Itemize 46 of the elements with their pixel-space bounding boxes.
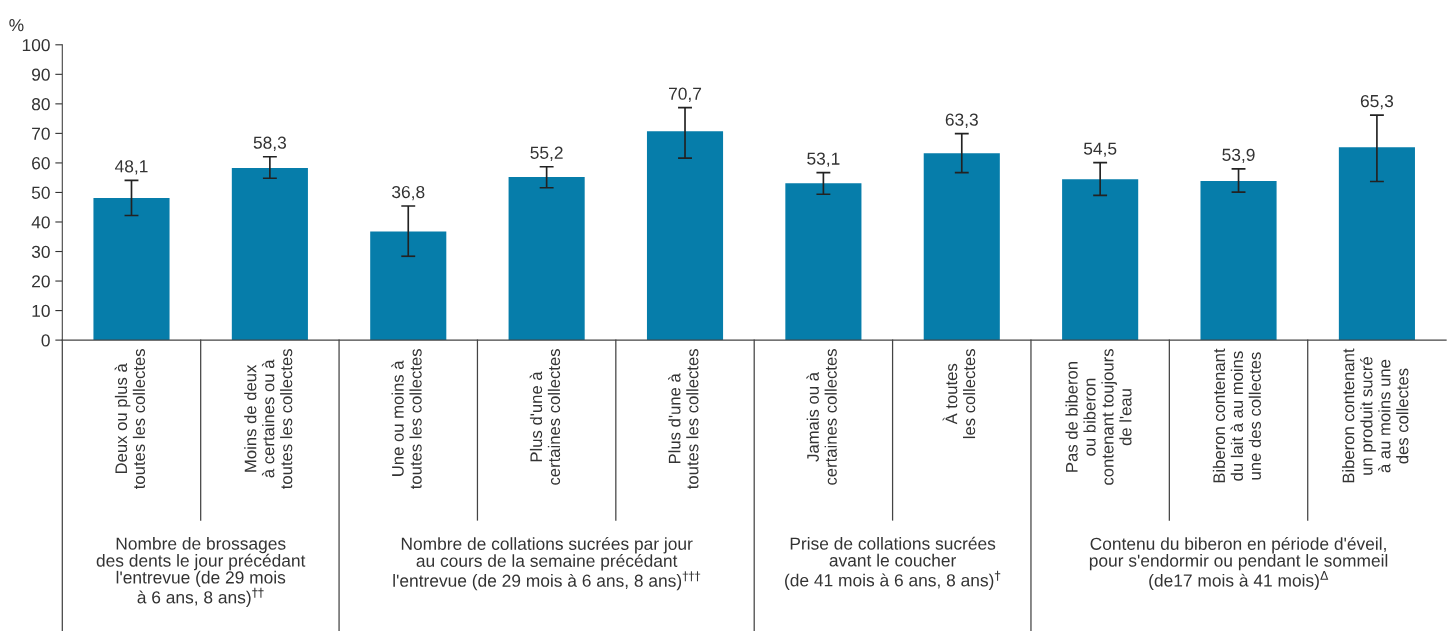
x-tick-label: Pas de biberon ou biberon contenant toujours de l'eau [1065,349,1132,485]
text: Prise de collations sucrées avant le coucher (de 41 mois à 6 ans, 8 ans)$^{†}$ [785,536,1001,590]
text: Nombre de collations sucrées par jour au cours de la semaine précédant l'entrevue (de 29 mois à 6 ans, 8 ans)$^{†††}$ [393,537,701,591]
data-label: 53,9 [1222,148,1255,164]
x-tick-label: Plus d'une à toutes les collectes [668,349,699,489]
x-tick-label: Deux ou plus à toutes les collectes [114,349,146,489]
y-tick-label: 80 [31,98,50,111]
y-tick-label: 30 [31,245,50,258]
y-axis-title: % [9,19,24,32]
data-label: 58,3 [253,136,287,151]
bar [923,153,1000,341]
text: Contenu du biberon en période d'éveil, pour s'endormir ou pendant le sommeil (de17 mois à 41 mois)$^{Δ}$ [1089,537,1388,591]
data-label: 36,8 [392,185,425,201]
bar [785,183,862,341]
x-tick-label: Moins de deux à certaines ou à toutes les collectes [244,349,293,489]
x-tick-label: Plus d'une à certaines collectes [529,349,561,485]
x-tick-label: Jamais ou à certaines collectes [806,349,837,485]
x-tick-label: Une ou moins à toutes les collectes [391,349,422,489]
y-tick-label: 10 [32,304,50,318]
data-label: 70,7 [669,87,702,102]
y-tick-label: 50 [31,186,50,199]
data-label: 65,3 [1360,94,1394,110]
x-tick-label: Biberon contenant un produit sucré à au moins une des collectes [1342,348,1409,483]
data-label: 63,3 [945,113,978,128]
y-tick-label: 20 [32,275,50,288]
bar [231,167,308,341]
y-tick-label: 90 [32,68,50,81]
bar [1200,180,1277,341]
y-tick-label: 100 [22,38,50,52]
data-label: 48,1 [115,160,148,175]
data-label: 53,1 [807,152,840,167]
y-tick-label: 70 [32,127,50,140]
data-label: 55,2 [530,146,563,161]
bar [508,177,585,341]
bar [93,198,170,341]
x-tick-label: À toutes les collectes [942,349,976,439]
x-tick-label: Biberon contenant du lait à au moins une des collectes [1212,348,1261,483]
bar [1062,179,1139,341]
y-tick-label: 0 [41,334,50,347]
bar [1338,147,1415,341]
data-label: 54,5 [1083,142,1117,157]
bar [646,131,724,341]
y-tick-label: 40 [31,216,50,229]
text: Nombre de brossages des dents le jour précédant l'entrevue (de 29 mois à 6 ans, 8 ans)$^{††}$ [96,537,306,607]
bar [370,231,447,341]
y-tick-label: 60 [32,157,50,170]
